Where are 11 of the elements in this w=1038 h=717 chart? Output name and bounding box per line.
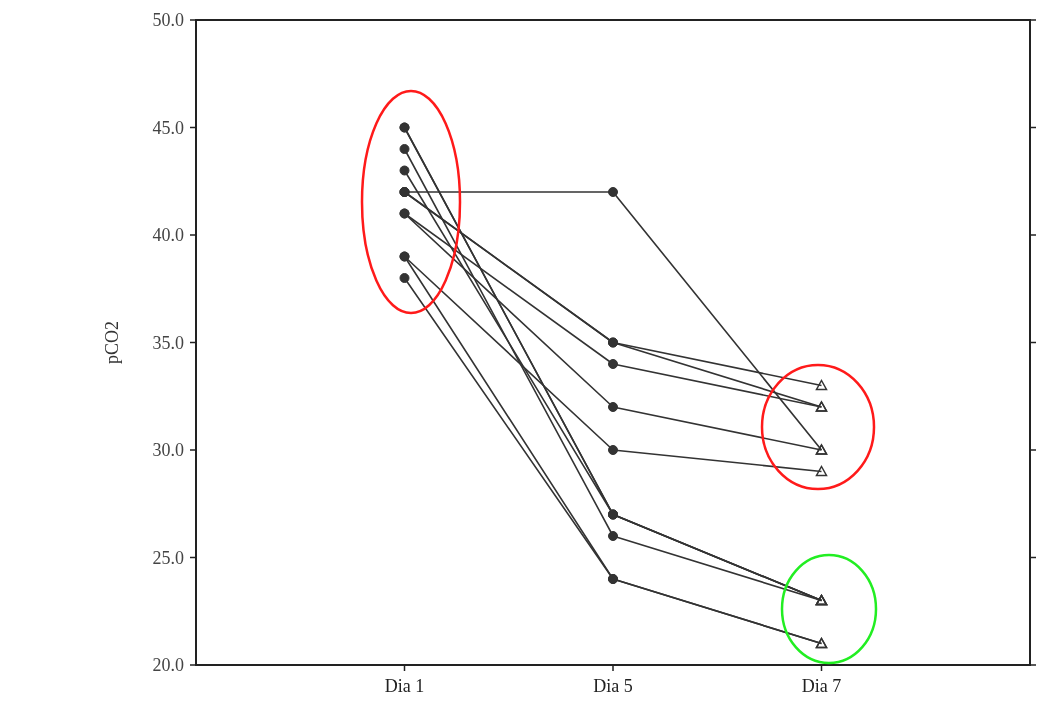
y-tick-label: 45.0 <box>152 117 184 138</box>
y-tick-label: 40.0 <box>152 225 184 246</box>
x-tick-label: Dia 5 <box>593 676 633 696</box>
x-tick-label: Dia 1 <box>384 676 425 696</box>
y-tick-label: 30.0 <box>152 440 184 461</box>
y-tick-label: 35.0 <box>152 332 184 353</box>
x-tick-label: Dia 7 <box>801 676 842 696</box>
y-tick-label: 25.0 <box>152 547 184 568</box>
y-axis-title: pCO2 <box>102 320 122 365</box>
y-tick-label: 20.0 <box>152 655 184 676</box>
y-tick-label: 50.0 <box>152 10 184 31</box>
